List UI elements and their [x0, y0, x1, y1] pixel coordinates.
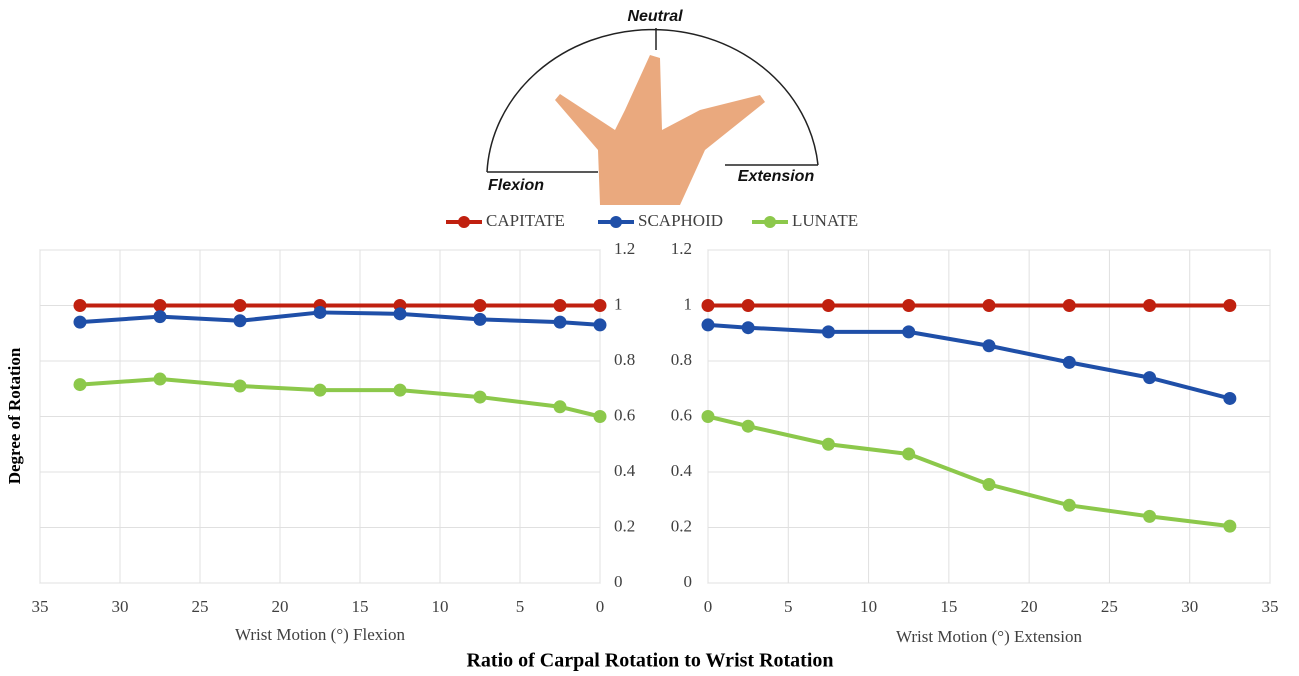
data-point: [702, 410, 715, 423]
x-tick-label: 20: [272, 597, 289, 616]
y-tick-label: 0.2: [671, 516, 692, 535]
x-tick-label: 35: [1262, 597, 1279, 616]
data-point: [554, 400, 567, 413]
data-point: [394, 307, 407, 320]
x-axis-title: Wrist Motion (°) Flexion: [235, 625, 405, 644]
data-point: [1143, 510, 1156, 523]
data-point: [702, 318, 715, 331]
y-tick-label: 0.6: [614, 405, 635, 424]
data-point: [314, 306, 327, 319]
x-tick-label: 15: [940, 597, 957, 616]
data-point: [594, 299, 607, 312]
legend-marker: [610, 216, 622, 228]
data-point: [902, 325, 915, 338]
y-tick-label: 1: [684, 294, 693, 313]
x-tick-label: 5: [516, 597, 525, 616]
x-tick-label: 30: [1181, 597, 1198, 616]
y-tick-label: 1: [614, 294, 623, 313]
y-tick-label: 0.4: [671, 461, 693, 480]
legend-marker: [458, 216, 470, 228]
data-point: [594, 410, 607, 423]
data-point: [822, 438, 835, 451]
extension-label: Extension: [738, 168, 815, 185]
y-tick-label: 0.6: [671, 405, 692, 424]
y-tick-label: 0.4: [614, 461, 636, 480]
x-tick-label: 0: [704, 597, 713, 616]
data-point: [234, 314, 247, 327]
data-point: [1063, 356, 1076, 369]
data-point: [474, 391, 487, 404]
data-point: [822, 299, 835, 312]
data-point: [1223, 299, 1236, 312]
hand: [555, 55, 765, 205]
data-point: [742, 299, 755, 312]
y-tick-label: 0.8: [614, 350, 635, 369]
data-point: [154, 299, 167, 312]
y-tick-label: 1.2: [671, 239, 692, 258]
legend-label: LUNATE: [792, 211, 858, 230]
data-point: [394, 384, 407, 397]
data-point: [1063, 299, 1076, 312]
chart: Neutral Flexion Extension Ratio of Carpa…: [0, 0, 1299, 676]
data-point: [554, 316, 567, 329]
y-tick-label: 0: [684, 572, 693, 591]
data-point: [234, 299, 247, 312]
x-tick-label: 35: [32, 597, 49, 616]
x-tick-label: 25: [192, 597, 209, 616]
y-tick-label: 0.8: [671, 350, 692, 369]
y-tick-label: 0: [614, 572, 623, 591]
data-point: [983, 339, 996, 352]
y-tick-label: 1.2: [614, 239, 635, 258]
x-axis-title: Wrist Motion (°) Extension: [896, 627, 1083, 646]
data-point: [314, 384, 327, 397]
data-point: [1143, 299, 1156, 312]
data-point: [1143, 371, 1156, 384]
legend-marker: [764, 216, 776, 228]
data-point: [594, 318, 607, 331]
x-tick-label: 10: [432, 597, 449, 616]
neutral-label: Neutral: [627, 8, 683, 25]
legend-label: CAPITATE: [486, 211, 565, 230]
series-line: [708, 417, 1230, 527]
flexion-label: Flexion: [488, 177, 544, 194]
data-point: [702, 299, 715, 312]
y-tick-label: 0.2: [614, 516, 635, 535]
data-point: [74, 299, 87, 312]
data-point: [154, 310, 167, 323]
legend-label: SCAPHOID: [638, 211, 723, 230]
y-axis-title: Degree of Rotation: [5, 347, 24, 484]
data-point: [1063, 499, 1076, 512]
x-tick-label: 15: [352, 597, 369, 616]
data-point: [983, 299, 996, 312]
x-tick-label: 5: [784, 597, 793, 616]
data-point: [983, 478, 996, 491]
data-point: [822, 325, 835, 338]
data-point: [474, 299, 487, 312]
data-point: [154, 373, 167, 386]
data-point: [742, 420, 755, 433]
data-point: [74, 378, 87, 391]
data-point: [902, 447, 915, 460]
data-point: [742, 321, 755, 334]
x-tick-label: 25: [1101, 597, 1118, 616]
data-point: [1223, 392, 1236, 405]
data-point: [474, 313, 487, 326]
data-point: [234, 379, 247, 392]
x-tick-label: 30: [112, 597, 129, 616]
x-tick-label: 10: [860, 597, 877, 616]
x-tick-label: 0: [596, 597, 605, 616]
data-point: [554, 299, 567, 312]
wrist-diagram: Neutral Flexion Extension: [487, 8, 818, 205]
data-point: [1223, 520, 1236, 533]
chart-title: Ratio of Carpal Rotation to Wrist Rotati…: [466, 650, 833, 672]
data-point: [902, 299, 915, 312]
x-tick-label: 20: [1021, 597, 1038, 616]
series-line: [708, 325, 1230, 399]
data-point: [74, 316, 87, 329]
